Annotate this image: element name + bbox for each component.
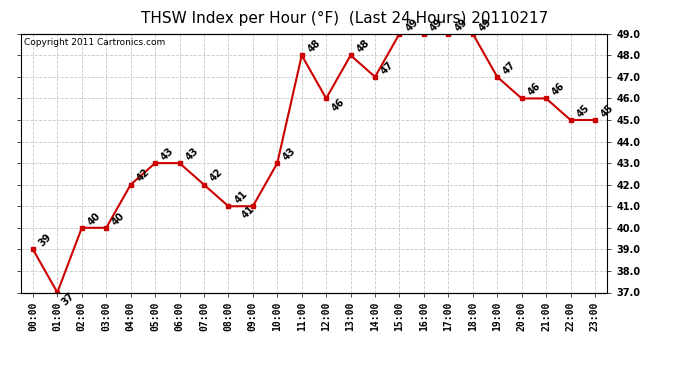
Text: 40: 40 bbox=[86, 210, 103, 227]
Text: 49: 49 bbox=[477, 16, 493, 33]
Text: 43: 43 bbox=[159, 146, 176, 162]
Text: 48: 48 bbox=[306, 38, 323, 54]
Text: Copyright 2011 Cartronics.com: Copyright 2011 Cartronics.com bbox=[23, 38, 165, 46]
Text: 39: 39 bbox=[37, 232, 54, 249]
Text: THSW Index per Hour (°F)  (Last 24 Hours) 20110217: THSW Index per Hour (°F) (Last 24 Hours)… bbox=[141, 11, 549, 26]
Text: 42: 42 bbox=[208, 167, 225, 184]
Text: 49: 49 bbox=[453, 16, 469, 33]
Text: 46: 46 bbox=[526, 81, 542, 98]
Text: 37: 37 bbox=[60, 290, 77, 307]
Text: 45: 45 bbox=[575, 103, 591, 119]
Text: 49: 49 bbox=[428, 16, 444, 33]
Text: 43: 43 bbox=[282, 146, 298, 162]
Text: 47: 47 bbox=[380, 60, 396, 76]
Text: 49: 49 bbox=[404, 16, 420, 33]
Text: 47: 47 bbox=[502, 60, 518, 76]
Text: 42: 42 bbox=[135, 167, 151, 184]
Text: 41: 41 bbox=[240, 204, 257, 221]
Text: 40: 40 bbox=[110, 210, 127, 227]
Text: 48: 48 bbox=[355, 38, 371, 54]
Text: 43: 43 bbox=[184, 146, 200, 162]
Text: 45: 45 bbox=[599, 103, 615, 119]
Text: 46: 46 bbox=[331, 96, 347, 113]
Text: 46: 46 bbox=[550, 81, 567, 98]
Text: 41: 41 bbox=[233, 189, 249, 206]
